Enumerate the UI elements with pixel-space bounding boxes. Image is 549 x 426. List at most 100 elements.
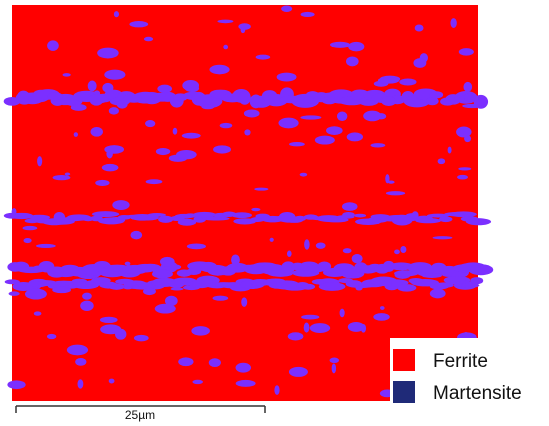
martensite-blob	[235, 379, 256, 387]
martensite-blob	[104, 145, 125, 154]
martensite-blob	[108, 283, 125, 290]
martensite-blob	[329, 357, 340, 364]
scale-label: 25µm	[125, 408, 155, 422]
martensite-blob	[90, 126, 103, 137]
martensite-blob	[329, 41, 351, 48]
martensite-blob	[373, 313, 390, 321]
martensite-blob	[432, 236, 453, 240]
martensite-blob	[276, 72, 297, 82]
martensite-blob	[437, 158, 446, 165]
martensite-blob	[383, 279, 392, 288]
martensite-blob	[102, 82, 114, 93]
martensite-blob	[99, 316, 118, 324]
scale-bar	[15, 405, 266, 413]
martensite-blob	[53, 211, 66, 223]
martensite-blob	[314, 135, 335, 145]
martensite-blob	[125, 264, 132, 274]
martensite-blob	[66, 344, 89, 356]
martensite-blob	[124, 261, 131, 266]
martensite-blob	[112, 200, 130, 211]
martensite-blob	[209, 64, 230, 75]
martensite-blob	[11, 208, 17, 215]
martensite-blob	[130, 230, 143, 240]
martensite-blob	[301, 283, 316, 290]
martensite-blob	[231, 254, 240, 266]
martensite-blob	[394, 270, 411, 279]
martensite-blob	[399, 78, 417, 86]
martensite-blob	[151, 269, 173, 279]
martensite-blob	[301, 314, 320, 320]
phase-map	[12, 5, 478, 401]
martensite-blob	[9, 212, 34, 220]
martensite-blob	[233, 218, 257, 225]
martensite-blob	[269, 237, 274, 242]
martensite-blob	[413, 58, 427, 68]
martensite-blob	[64, 172, 71, 176]
martensite-blob	[400, 266, 405, 271]
martensite-blob	[37, 156, 43, 167]
martensite-blob	[191, 326, 210, 336]
martensite-blob	[23, 238, 32, 244]
martensite-blob	[342, 211, 355, 218]
martensite-blob	[213, 145, 232, 154]
martensite-blob	[465, 218, 492, 226]
martensite-blob	[429, 288, 446, 299]
martensite-blob	[28, 214, 51, 220]
martensite-blob	[170, 287, 184, 291]
martensite-blob	[22, 225, 38, 231]
martensite-blob	[363, 110, 382, 122]
martensite-blob	[458, 167, 472, 171]
martensite-blob	[145, 120, 156, 128]
martensite-blob	[355, 285, 363, 291]
martensite-blob	[463, 81, 473, 92]
martensite-blob	[177, 218, 197, 226]
martensite-blob	[463, 92, 477, 102]
martensite-blob	[274, 385, 280, 395]
martensite-blob	[52, 174, 71, 181]
martensite-blob	[303, 322, 310, 333]
martensite-blob	[77, 379, 84, 389]
martensite-blob	[411, 211, 419, 219]
martensite-blob	[346, 132, 363, 142]
martensite-blob	[123, 286, 133, 290]
martensite-blob	[278, 211, 296, 222]
martensite-blob	[186, 243, 206, 250]
martensite-blob	[46, 333, 57, 340]
martensite-blob	[4, 279, 20, 285]
martensite-blob	[351, 254, 363, 264]
martensite-blob	[143, 36, 154, 42]
legend-swatch	[393, 349, 415, 371]
martensite-blob	[87, 80, 97, 92]
martensite-blob	[100, 324, 122, 335]
martensite-blob	[44, 244, 54, 248]
martensite-blob	[457, 174, 468, 180]
martensite-blob	[240, 26, 246, 34]
martensite-blob	[73, 132, 78, 137]
martensite-blob	[387, 180, 395, 184]
martensite-blob	[468, 264, 494, 276]
martensite-blob	[265, 278, 285, 284]
martensite-blob	[47, 40, 59, 51]
martensite-blob	[450, 211, 477, 218]
martensite-blob	[360, 324, 367, 333]
martensite-blob	[7, 380, 26, 390]
legend-swatch	[393, 381, 415, 403]
martensite-blob	[336, 111, 348, 121]
martensite-blob	[288, 366, 308, 377]
martensite-blob	[315, 242, 326, 249]
martensite-blob	[309, 323, 331, 333]
martensite-blob	[95, 179, 110, 186]
martensite-blob	[351, 266, 369, 270]
martensite-blob	[181, 132, 201, 139]
martensite-blob	[129, 21, 149, 28]
martensite-blob	[116, 100, 128, 109]
martensite-blob	[426, 97, 439, 106]
martensite-blob	[192, 211, 217, 218]
legend-label: Martensite	[433, 383, 522, 404]
martensite-blob	[339, 308, 345, 318]
martensite-blob	[192, 379, 203, 385]
martensite-blob	[101, 163, 119, 172]
martensite-blob	[348, 41, 365, 52]
martensite-blob	[52, 286, 72, 294]
